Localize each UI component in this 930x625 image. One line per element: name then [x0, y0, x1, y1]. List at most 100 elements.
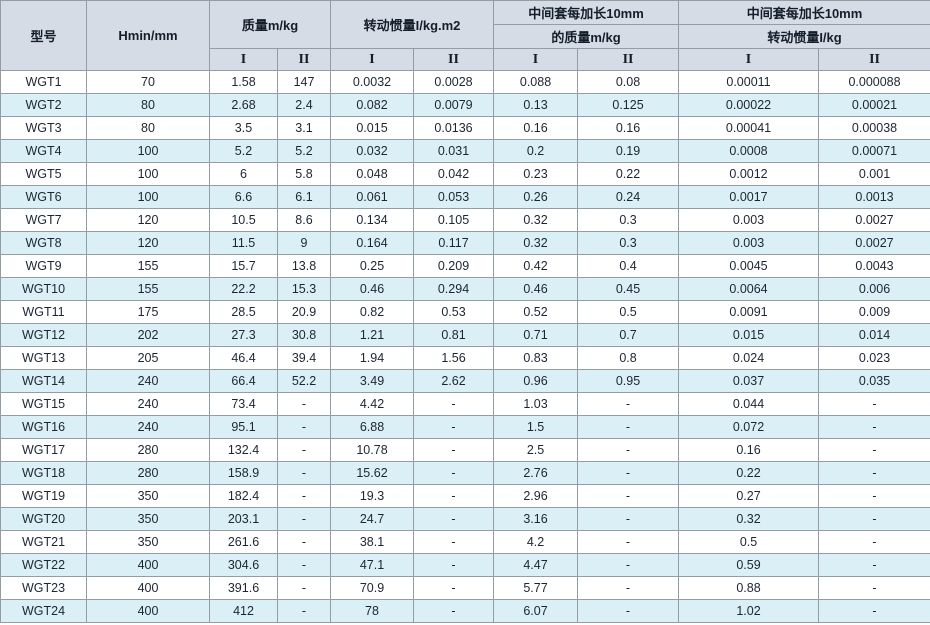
cell-value: 175 — [86, 300, 210, 324]
cell-value: 6.88 — [330, 415, 414, 439]
table-row: WGT23 400 391.6-70.9-5.77-0.88- — [0, 576, 930, 600]
cell-value: - — [818, 576, 930, 600]
cell-value: 0.00021 — [818, 93, 930, 117]
cell-value: 6.07 — [493, 599, 579, 623]
cell-value: 205 — [86, 346, 210, 370]
cell-value: 22.2 — [209, 277, 278, 301]
cell-value: - — [412, 438, 495, 462]
header-model: 型号 — [0, 0, 87, 71]
cell-model: WGT4 — [0, 139, 87, 163]
cell-value: 0.003 — [678, 231, 820, 255]
cell-value: - — [577, 461, 680, 485]
cell-value: - — [577, 530, 680, 554]
cell-value: 120 — [86, 208, 210, 232]
cell-value: 15.3 — [277, 277, 331, 301]
table-row: WGT6 100 6.6 6.1 0.061 0.053 0.26 0.24 0.0017 0.0… — [0, 185, 930, 209]
cell-model: WGT19 — [0, 484, 87, 508]
cell-value: 0.000088 — [818, 70, 930, 94]
cell-value: 0.0064 — [678, 277, 820, 301]
cell-value: 182.4 — [209, 484, 278, 508]
cell-value: 0.0028 — [412, 70, 495, 94]
cell-value: 46.4 — [209, 346, 278, 370]
cell-model: WGT2 — [0, 93, 87, 117]
cell-value: 0.024 — [678, 346, 820, 370]
cell-value: 0.0045 — [678, 254, 820, 278]
cell-value: 0.52 — [493, 300, 579, 324]
cell-model: WGT3 — [0, 116, 87, 140]
cell-value: - — [277, 415, 331, 439]
cell-model: WGT18 — [0, 461, 87, 485]
cell-value: 0.32 — [493, 208, 579, 232]
cell-value: 3.16 — [493, 507, 579, 531]
table-row: WGT22 400 304.6-47.1-4.47-0.59- — [0, 553, 930, 577]
cell-value: 0.082 — [330, 93, 414, 117]
cell-value: 2.4 — [277, 93, 331, 117]
cell-value: - — [412, 553, 495, 577]
table-row: WGT21 350 261.6-38.1-4.2-0.5- — [0, 530, 930, 554]
cell-value: 4.47 — [493, 553, 579, 577]
cell-model: WGT1 — [0, 70, 87, 94]
cell-value: 0.2 — [493, 139, 579, 163]
table-row: WGT5 100 6 5.8 0.048 0.042 0.23 0.22 0.0012 0.001 — [0, 162, 930, 186]
cell-value: 2.68 — [209, 93, 278, 117]
cell-value: 0.23 — [493, 162, 579, 186]
cell-value: 28.5 — [209, 300, 278, 324]
cell-value: - — [577, 553, 680, 577]
cell-value: 1.02 — [678, 599, 820, 623]
cell-value: - — [577, 599, 680, 623]
cell-value: 6 — [209, 162, 278, 186]
cell-value: 0.96 — [493, 369, 579, 393]
cell-model: WGT5 — [0, 162, 87, 186]
cell-value: - — [577, 484, 680, 508]
cell-value: 280 — [86, 461, 210, 485]
cell-value: 100 — [86, 162, 210, 186]
cell-value: 240 — [86, 415, 210, 439]
table-row: WGT24 400 412-78-6.07-1.02- — [0, 599, 930, 623]
cell-value: 0.035 — [818, 369, 930, 393]
cell-value: - — [818, 461, 930, 485]
cell-value: - — [412, 576, 495, 600]
table-row: WGT1 70 1.58 147 0.0032 0.0028 0.088 0.08 0.0001… — [0, 70, 930, 94]
cell-value: 0.031 — [412, 139, 495, 163]
cell-value: 73.4 — [209, 392, 278, 416]
cell-model: WGT10 — [0, 277, 87, 301]
cell-value: 280 — [86, 438, 210, 462]
cell-value: 0.00011 — [678, 70, 820, 94]
cell-value: - — [277, 461, 331, 485]
cell-value: 0.117 — [412, 231, 495, 255]
cell-value: 0.023 — [818, 346, 930, 370]
cell-value: 147 — [277, 70, 331, 94]
cell-value: 0.16 — [678, 438, 820, 462]
cell-value: 0.8 — [577, 346, 680, 370]
cell-value: 0.83 — [493, 346, 579, 370]
cell-value: 2.5 — [493, 438, 579, 462]
cell-value: 0.061 — [330, 185, 414, 209]
table-row: WGT14 240 66.4 52.2 3.49 2.62 0.96 0.95 0.037 0.0… — [0, 369, 930, 393]
cell-value: 38.1 — [330, 530, 414, 554]
cell-value: 0.16 — [577, 116, 680, 140]
header-inertia-group: 转动惯量I/kg.m2 — [329, 0, 495, 49]
cell-value: 0.0008 — [678, 139, 820, 163]
cell-value: 0.001 — [818, 162, 930, 186]
cell-value: 0.134 — [330, 208, 414, 232]
table-row: WGT12 202 27.3 30.8 1.21 0.81 0.71 0.7 0.015 0.01… — [0, 323, 930, 347]
cell-value: 0.25 — [330, 254, 414, 278]
cell-value: - — [412, 461, 495, 485]
cell-value: 1.03 — [493, 392, 579, 416]
cell-value: 0.042 — [412, 162, 495, 186]
cell-value: - — [818, 484, 930, 508]
cell-value: 0.009 — [818, 300, 930, 324]
cell-value: 0.22 — [678, 461, 820, 485]
cell-value: 0.82 — [330, 300, 414, 324]
cell-value: 0.209 — [412, 254, 495, 278]
cell-value: 1.5 — [493, 415, 579, 439]
cell-value: 0.294 — [412, 277, 495, 301]
cell-value: 132.4 — [209, 438, 278, 462]
cell-model: WGT21 — [0, 530, 87, 554]
cell-value: 0.00041 — [678, 116, 820, 140]
cell-value: 0.0017 — [678, 185, 820, 209]
table-row: WGT18 280 158.9-15.62-2.76-0.22- — [0, 461, 930, 485]
subhead-ext-mass-1: I — [493, 48, 579, 71]
cell-value: 20.9 — [277, 300, 331, 324]
